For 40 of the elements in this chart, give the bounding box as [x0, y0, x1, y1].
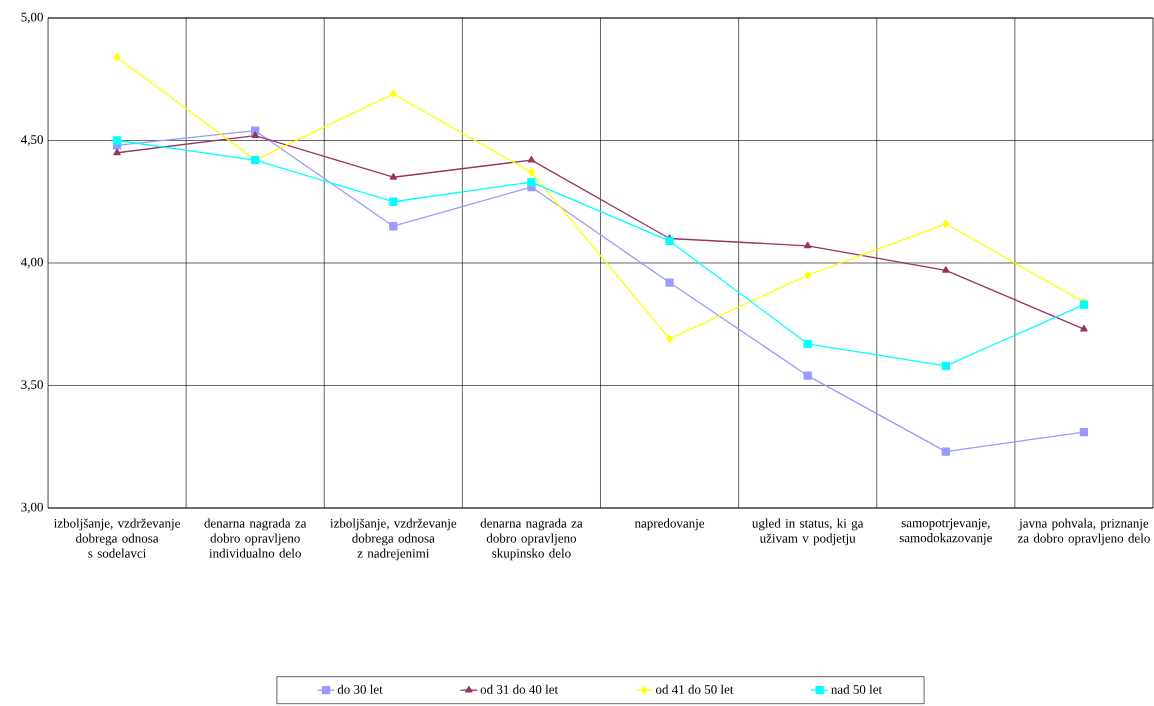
y-tick-label: 5,00: [21, 12, 43, 24]
x-tick-label: denarna nagrada za dobro opravljeno individualno delo: [204, 518, 307, 558]
x-tick-label: izboljšanje, vzdrževanje dobrega odnosa z nadrejenimi: [330, 518, 457, 561]
legend-label: do 30 let: [337, 684, 383, 694]
legend-label: nad 50 let: [831, 684, 883, 694]
x-tick-label: napredovanje: [634, 518, 705, 531]
point: [804, 241, 812, 249]
point: [113, 148, 121, 156]
point: [803, 371, 812, 380]
y-tick-label: 3,00: [21, 502, 43, 514]
x-tick-label: izboljšanje, vzdrževanje dobrega odnosa s sodelavci: [53, 518, 180, 558]
point: [1079, 427, 1089, 437]
point: [666, 334, 673, 344]
point: [803, 339, 812, 348]
point: [527, 177, 536, 187]
point: [942, 219, 950, 228]
point: [942, 266, 950, 273]
legend-label: od 41 do 50 let: [655, 684, 734, 694]
x-tick-label: samopotrjevanje, samodokazovanje: [899, 518, 992, 545]
point: [1080, 324, 1088, 332]
point: [251, 131, 259, 138]
point: [389, 197, 398, 206]
point: [804, 271, 811, 280]
point: [665, 278, 674, 287]
point: [113, 53, 121, 62]
point: [390, 89, 397, 99]
y-tick-label: 4,00: [20, 257, 43, 269]
point: [665, 236, 674, 246]
point: [389, 222, 398, 231]
point: [112, 136, 122, 145]
legend-label: od 31 do 40 let: [480, 684, 559, 694]
point: [389, 173, 397, 180]
y-tick-label: 4,50: [20, 135, 43, 146]
y-tick-label: 3,50: [21, 380, 43, 391]
x-tick-label: denarna nagrada za dobro opravljeno skupinsko delo: [480, 518, 583, 561]
x-tick-label: javna pohvala, priznanje za dobro opravljeno delo: [1017, 518, 1150, 546]
point: [528, 168, 535, 177]
point: [941, 361, 950, 371]
x-tick-label: ugled in status, ki ga uživam v podjetju: [752, 518, 864, 546]
point: [941, 447, 950, 456]
